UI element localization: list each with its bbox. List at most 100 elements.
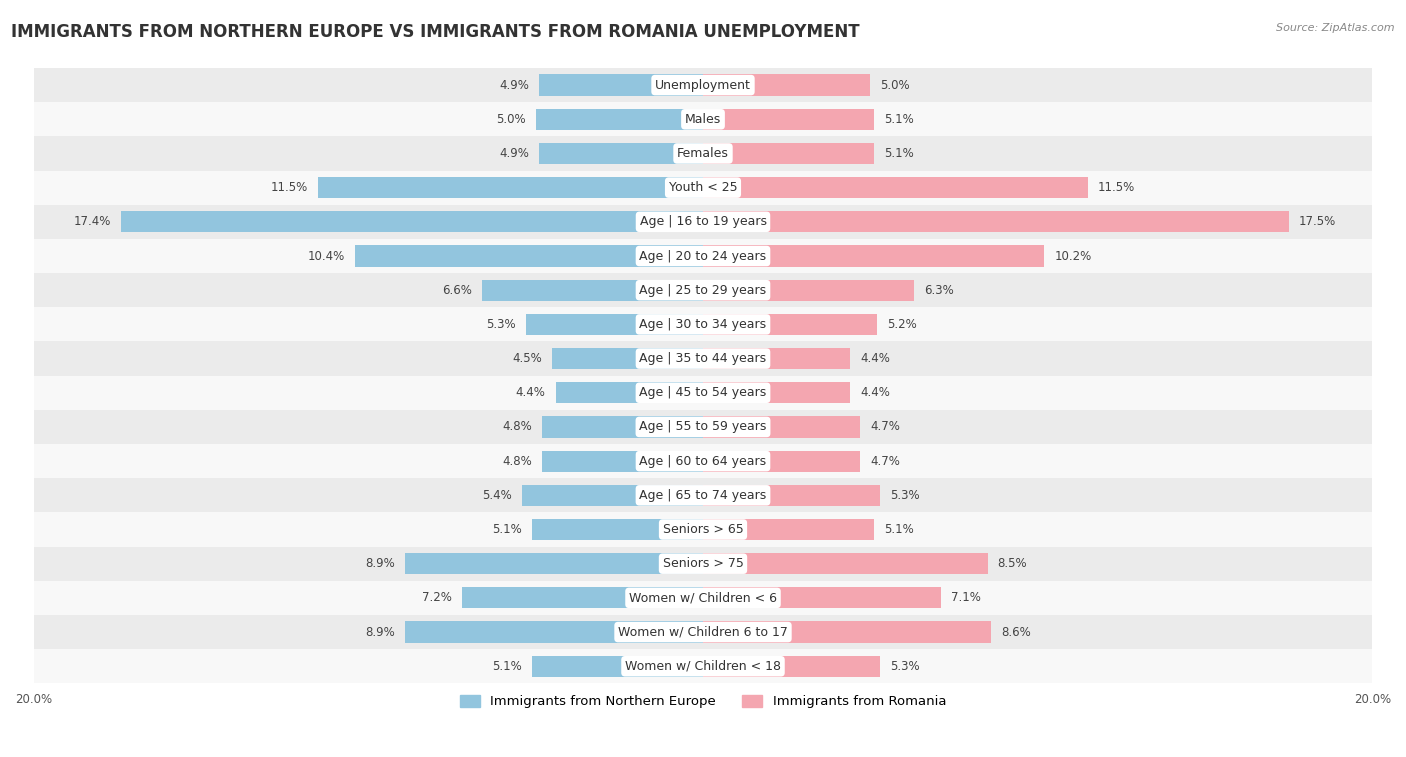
Text: 7.2%: 7.2% — [422, 591, 451, 604]
Text: 4.8%: 4.8% — [502, 455, 533, 468]
Bar — [34, 136, 1372, 170]
Text: 7.1%: 7.1% — [950, 591, 980, 604]
Bar — [703, 484, 880, 506]
Bar — [405, 553, 703, 575]
Bar — [703, 621, 991, 643]
Text: Age | 65 to 74 years: Age | 65 to 74 years — [640, 489, 766, 502]
Text: 4.5%: 4.5% — [513, 352, 543, 365]
Bar — [34, 239, 1372, 273]
Text: Age | 35 to 44 years: Age | 35 to 44 years — [640, 352, 766, 365]
Bar — [34, 512, 1372, 547]
Text: 5.1%: 5.1% — [884, 113, 914, 126]
Text: 4.8%: 4.8% — [502, 420, 533, 434]
Bar — [703, 519, 873, 540]
Text: 5.1%: 5.1% — [884, 523, 914, 536]
Text: 5.4%: 5.4% — [482, 489, 512, 502]
Bar — [482, 279, 703, 301]
Bar — [543, 450, 703, 472]
Bar — [121, 211, 703, 232]
Text: 5.3%: 5.3% — [890, 660, 920, 673]
Bar — [533, 519, 703, 540]
Text: 5.0%: 5.0% — [880, 79, 910, 92]
Text: 11.5%: 11.5% — [271, 181, 308, 194]
Bar — [526, 314, 703, 335]
Text: Women w/ Children < 18: Women w/ Children < 18 — [626, 660, 780, 673]
Text: 6.6%: 6.6% — [441, 284, 472, 297]
Bar — [318, 177, 703, 198]
Bar — [703, 553, 987, 575]
Text: 11.5%: 11.5% — [1098, 181, 1135, 194]
Text: 8.6%: 8.6% — [1001, 625, 1031, 639]
Text: IMMIGRANTS FROM NORTHERN EUROPE VS IMMIGRANTS FROM ROMANIA UNEMPLOYMENT: IMMIGRANTS FROM NORTHERN EUROPE VS IMMIG… — [11, 23, 860, 41]
Bar — [34, 170, 1372, 204]
Bar — [555, 382, 703, 403]
Text: 5.3%: 5.3% — [486, 318, 516, 331]
Text: 17.4%: 17.4% — [73, 215, 111, 229]
Bar — [34, 444, 1372, 478]
Bar — [703, 143, 873, 164]
Text: 6.3%: 6.3% — [924, 284, 953, 297]
Bar — [34, 547, 1372, 581]
Text: 4.7%: 4.7% — [870, 420, 900, 434]
Bar — [703, 348, 851, 369]
Text: 4.4%: 4.4% — [860, 386, 890, 399]
Bar — [703, 382, 851, 403]
Bar — [543, 416, 703, 438]
Bar — [34, 581, 1372, 615]
Text: Seniors > 65: Seniors > 65 — [662, 523, 744, 536]
Bar — [553, 348, 703, 369]
Text: Seniors > 75: Seniors > 75 — [662, 557, 744, 570]
Text: 5.1%: 5.1% — [492, 523, 522, 536]
Bar — [34, 102, 1372, 136]
Text: 5.3%: 5.3% — [890, 489, 920, 502]
Bar — [34, 341, 1372, 375]
Text: 4.4%: 4.4% — [516, 386, 546, 399]
Text: Females: Females — [678, 147, 728, 160]
Bar — [703, 109, 873, 130]
Text: Youth < 25: Youth < 25 — [669, 181, 737, 194]
Bar — [34, 478, 1372, 512]
Text: Age | 30 to 34 years: Age | 30 to 34 years — [640, 318, 766, 331]
Text: 10.4%: 10.4% — [308, 250, 344, 263]
Legend: Immigrants from Northern Europe, Immigrants from Romania: Immigrants from Northern Europe, Immigra… — [454, 690, 952, 714]
Bar — [536, 109, 703, 130]
Bar — [703, 587, 941, 609]
Text: 8.9%: 8.9% — [366, 557, 395, 570]
Text: 4.7%: 4.7% — [870, 455, 900, 468]
Bar — [703, 177, 1088, 198]
Text: 8.5%: 8.5% — [997, 557, 1028, 570]
Bar — [354, 245, 703, 266]
Bar — [703, 74, 870, 95]
Bar — [538, 74, 703, 95]
Bar — [34, 273, 1372, 307]
Bar — [34, 650, 1372, 684]
Text: Age | 55 to 59 years: Age | 55 to 59 years — [640, 420, 766, 434]
Text: Women w/ Children 6 to 17: Women w/ Children 6 to 17 — [619, 625, 787, 639]
Text: 17.5%: 17.5% — [1299, 215, 1336, 229]
Text: Age | 60 to 64 years: Age | 60 to 64 years — [640, 455, 766, 468]
Bar — [703, 656, 880, 677]
Bar — [703, 211, 1289, 232]
Text: 10.2%: 10.2% — [1054, 250, 1091, 263]
Text: Women w/ Children < 6: Women w/ Children < 6 — [628, 591, 778, 604]
Text: Age | 16 to 19 years: Age | 16 to 19 years — [640, 215, 766, 229]
Bar — [463, 587, 703, 609]
Bar — [522, 484, 703, 506]
Bar — [34, 410, 1372, 444]
Text: 5.1%: 5.1% — [884, 147, 914, 160]
Text: 4.9%: 4.9% — [499, 147, 529, 160]
Bar — [34, 204, 1372, 239]
Bar — [703, 416, 860, 438]
Bar — [34, 307, 1372, 341]
Bar — [538, 143, 703, 164]
Bar — [405, 621, 703, 643]
Text: 4.9%: 4.9% — [499, 79, 529, 92]
Bar — [703, 450, 860, 472]
Text: Age | 25 to 29 years: Age | 25 to 29 years — [640, 284, 766, 297]
Text: Source: ZipAtlas.com: Source: ZipAtlas.com — [1277, 23, 1395, 33]
Bar — [703, 245, 1045, 266]
Text: 5.2%: 5.2% — [887, 318, 917, 331]
Text: Males: Males — [685, 113, 721, 126]
Text: 4.4%: 4.4% — [860, 352, 890, 365]
Bar — [703, 314, 877, 335]
